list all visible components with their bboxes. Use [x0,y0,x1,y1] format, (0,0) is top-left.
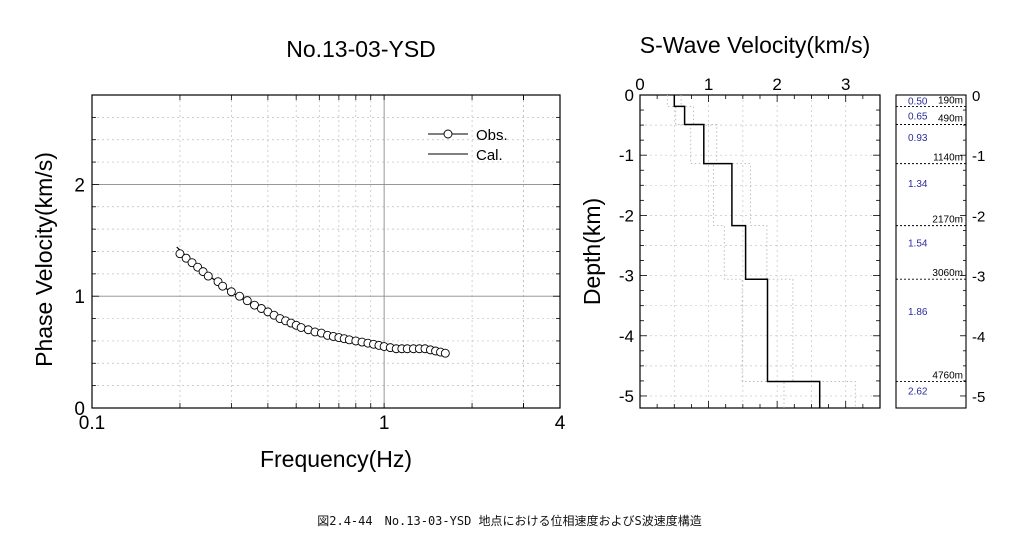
y-tick-label: -4 [619,327,634,346]
y-tick-label: -2 [972,208,985,225]
y-tick-label: 1 [74,287,85,308]
layer-velocity: 0.50 [908,97,928,108]
plot-frame [639,94,881,409]
velocity-model-line [673,95,821,408]
obs-point [218,281,228,291]
obs-point [242,296,252,306]
layer-depth: 490m [938,113,963,124]
obs-point [235,291,245,301]
layer-velocity: 1.34 [908,179,928,190]
obs-point [226,287,236,297]
layer-depth: 1140m [933,153,963,164]
cal-series-line [176,246,447,354]
y-tick-label: -5 [972,389,985,406]
layer-depth: 190m [938,95,963,106]
y-tick-label: -5 [619,387,634,406]
x-tick-label: 0 [635,75,644,94]
layer-velocity: 1.54 [908,239,928,250]
y-axis-label: Depth(km) [579,198,605,305]
obs-point [203,271,213,281]
y-tick-label: -3 [972,269,985,286]
chart-title: S-Wave Velocity(km/s) [640,32,870,58]
obs-point [440,348,450,358]
obs-point [175,249,185,259]
y-tick-label: 2 [74,175,85,196]
layer-velocity: 2.62 [908,386,928,397]
y-tick-label: -1 [972,148,985,165]
legend-obs-label: Obs. [476,127,508,144]
y-axis-label: Phase Velocity(km/s) [31,152,57,367]
chart-title: No.13-03-YSD [286,36,436,62]
y-tick-label: 0 [74,399,85,420]
y-tick-label: -3 [619,267,634,286]
x-tick-label: 3 [841,75,850,94]
x-axis-label: Frequency(Hz) [260,446,412,472]
table-frame [895,94,967,409]
legend-cal-label: Cal. [476,147,503,164]
figure-caption: 図2.4-44 No.13-03-YSD 地点における位相速度およびS波速度構造 [317,514,702,528]
layer-velocity: 1.86 [908,307,928,318]
x-tick-label: 1 [379,413,390,434]
lower-bound-line [666,95,785,408]
s-wave-velocity-chart: 0 1 2 3 0 -1 -2 -3 -4 -5 S-Wave Velocity(km/s) Dept… [579,32,881,409]
y-tick-label: 0 [972,88,980,105]
upper-bound-line [680,95,856,408]
layer-table: 0 -1 -2 -3 -4 -5 0.50 190m 0.65 490m 0.93 1140m 1.34… [895,88,985,409]
x-tick-label: 4 [555,413,566,434]
y-tick-label: -1 [619,146,634,165]
phase-velocity-chart: 0.1 1 4 0 1 2 No.13-03-YSD Frequency(Hz) Phase V… [31,36,566,472]
x-tick-label: 0.1 [79,413,105,434]
y-tick-label: -2 [619,206,634,225]
legend-obs-marker [443,129,453,139]
x-tick-label: 2 [772,75,781,94]
layer-depth: 2170m [932,215,963,226]
layer-velocity: 0.93 [908,133,928,144]
obs-point [181,253,191,263]
x-tick-label: 1 [704,75,713,94]
y-tick-label: 0 [625,86,634,105]
y-tick-label: -4 [972,329,985,346]
layer-depth: 3060m [932,268,963,279]
layer-depth: 4760m [932,371,963,382]
layer-velocity: 0.65 [908,111,928,122]
